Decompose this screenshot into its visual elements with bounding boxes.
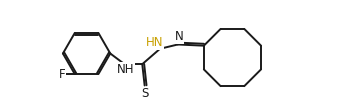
Text: NH: NH (117, 63, 135, 76)
Text: HN: HN (146, 36, 163, 49)
Text: F: F (58, 68, 65, 80)
Text: S: S (141, 87, 148, 100)
Text: N: N (175, 30, 183, 43)
